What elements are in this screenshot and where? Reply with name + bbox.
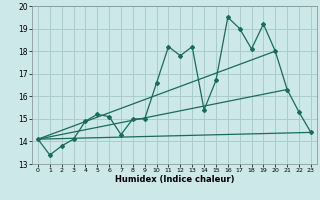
X-axis label: Humidex (Indice chaleur): Humidex (Indice chaleur) xyxy=(115,175,234,184)
